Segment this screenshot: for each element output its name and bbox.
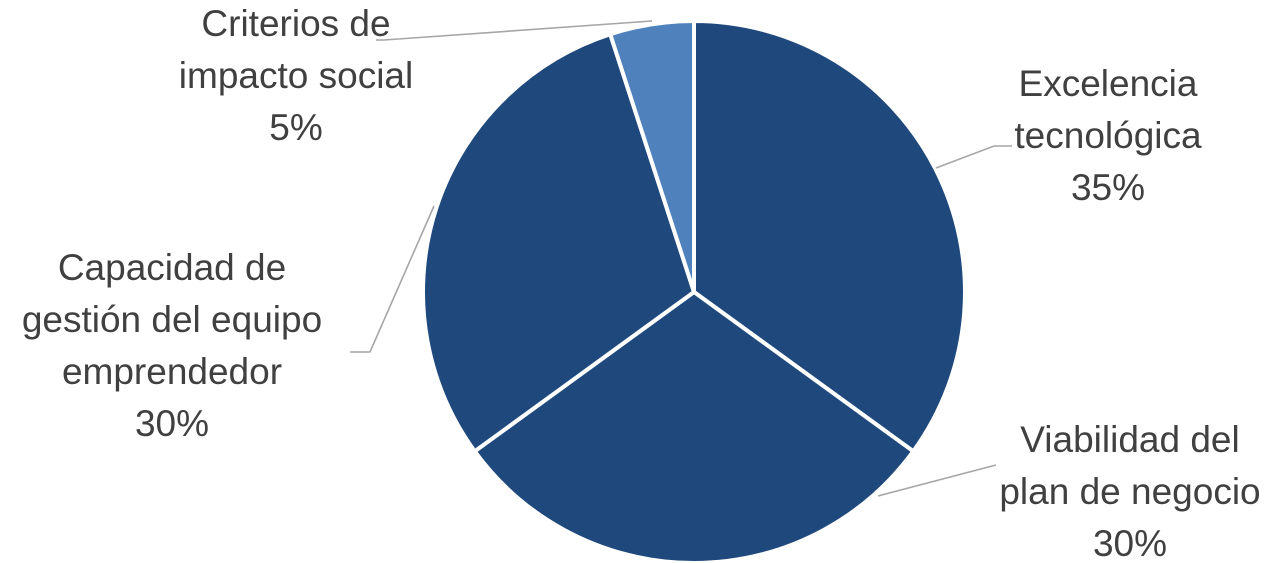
pie-slice-1: [692, 19, 967, 454]
slice-label-1: Excelencia tecnológica 35%: [1014, 63, 1202, 208]
leader-line-4: [376, 20, 653, 41]
slice-category-line: Viabilidad del: [1020, 419, 1239, 460]
slice-category-line: impacto social: [179, 55, 413, 96]
pie-slices: [421, 19, 967, 563]
pie-slice-4: [608, 19, 696, 294]
leader-lines: [350, 20, 1012, 497]
slice-label-4: Criterios de impacto social 5%: [179, 3, 413, 148]
leader-line-3: [350, 205, 435, 353]
leader-line-2: [877, 464, 997, 497]
pie-slice-3: [421, 32, 696, 454]
slice-value-label: 5%: [269, 107, 322, 148]
slice-value-label: 30%: [135, 403, 209, 444]
slice-category-line: emprendedor: [62, 351, 282, 392]
slice-category-line: tecnológica: [1014, 115, 1202, 156]
slice-value-label: 35%: [1071, 167, 1145, 208]
slice-category-line: plan de negocio: [999, 471, 1260, 512]
slice-category-line: gestión del equipo: [22, 299, 322, 340]
slice-category-line: Excelencia: [1019, 63, 1198, 104]
slice-category-line: Criterios de: [201, 3, 390, 44]
slice-label-3: Capacidad de gestión del equipo emprendedo…: [22, 247, 322, 444]
slice-category-line: Capacidad de: [58, 247, 286, 288]
pie-slice-2: [472, 290, 916, 563]
pie-labels: Excelencia tecnológica 35% Viabilidad del pl…: [22, 3, 1261, 563]
slice-label-2: Viabilidad del plan de negocio 30%: [999, 419, 1260, 563]
slice-value-label: 30%: [1093, 523, 1167, 563]
leader-line-1: [935, 145, 1012, 169]
